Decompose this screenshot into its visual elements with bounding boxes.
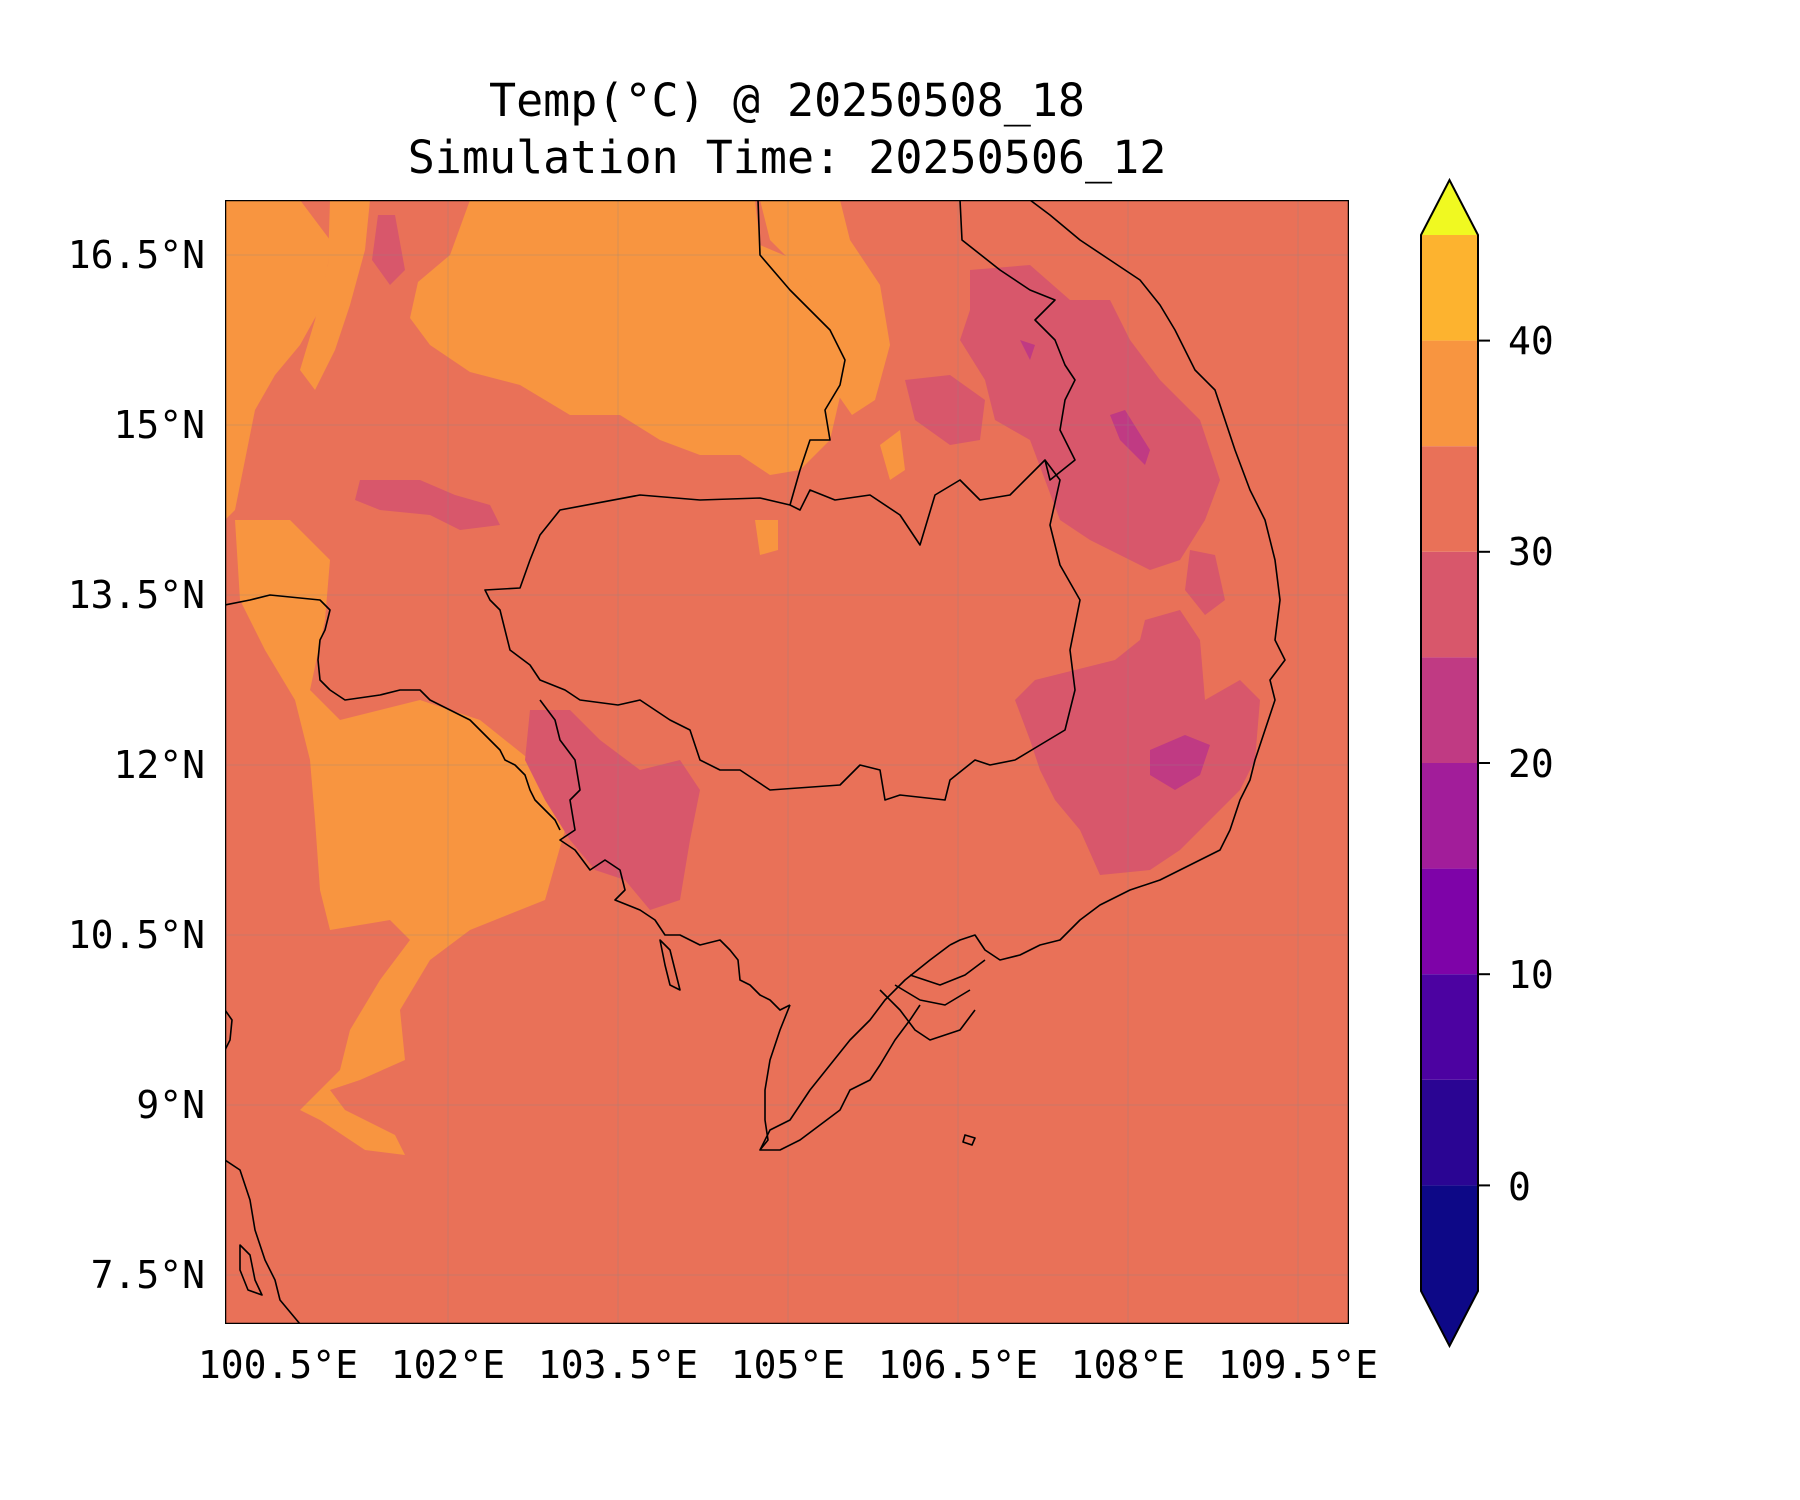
warm-zone-west-streak <box>300 200 370 390</box>
warm-zone-northwest-streak <box>225 200 330 520</box>
colorbar-ticks: 40 30 20 10 0 <box>1508 319 1554 1209</box>
colorbar-extend-min <box>1421 1291 1478 1346</box>
colorbar-segment <box>1421 235 1478 341</box>
x-tick-label: 109.5°E <box>1218 1343 1378 1387</box>
laos-vietnam-border <box>959 200 1076 481</box>
cambodia-border <box>484 459 1081 801</box>
warm-zone-northeast <box>760 200 890 415</box>
coolest-zone-south <box>1150 735 1210 790</box>
colorbar-tick-label: 0 <box>1508 1165 1531 1209</box>
x-tick-label: 106.5°E <box>878 1343 1038 1387</box>
colorbar-segment <box>1421 763 1478 869</box>
x-axis-ticks: 100.5°E 102°E 103.5°E 105°E 106.5°E 108°… <box>198 1343 1378 1387</box>
warm-zone-small-east <box>880 430 905 480</box>
cool-zone-east-small <box>1185 550 1225 615</box>
colorbar-tick-label: 40 <box>1508 319 1554 363</box>
con-dao-island <box>962 1134 976 1146</box>
x-tick-label: 100.5°E <box>198 1343 358 1387</box>
colorbar-segment <box>1421 446 1478 552</box>
y-tick-label: 7.5°N <box>91 1253 205 1297</box>
colorbar-segment <box>1421 1185 1478 1291</box>
vietnam-coast <box>949 200 1286 961</box>
y-axis-ticks: 16.5°N 15°N 13.5°N 12°N 10.5°N 9°N 7.5°N <box>68 233 205 1297</box>
coolest-zone-north <box>1020 340 1035 360</box>
map-plot-area <box>225 200 1349 1324</box>
phu-quoc-island <box>659 939 681 991</box>
coolest-zone-highlands <box>1110 410 1150 465</box>
y-tick-label: 12°N <box>113 743 205 787</box>
colorbar-outline <box>1420 177 1479 1349</box>
colorbar-extend-max <box>1421 180 1478 235</box>
colorbar-segment <box>1421 868 1478 975</box>
thailand-border-west <box>225 594 331 691</box>
cool-zone-central-highlands <box>960 265 1220 570</box>
y-tick-label: 9°N <box>136 1083 205 1127</box>
colorbar-segment <box>1421 657 1478 763</box>
x-tick-label: 105°E <box>731 1343 845 1387</box>
x-tick-label: 103.5°E <box>538 1343 698 1387</box>
gulf-coast-cambodia <box>539 699 791 1011</box>
warm-zone-west-strip <box>235 520 565 1155</box>
colorbar-tick-label: 20 <box>1508 742 1554 786</box>
warm-zone-north <box>410 200 845 475</box>
cool-zone-south-highlands <box>1015 610 1260 875</box>
y-tick-label: 13.5°N <box>68 573 205 617</box>
colorbar-segment <box>1421 974 1478 1080</box>
cool-zone-cardamom <box>525 710 700 910</box>
warm-zone-small-center <box>755 520 778 555</box>
colorbar-segment <box>1421 340 1478 447</box>
colorbar-tick-label: 30 <box>1508 530 1554 574</box>
colorbar-segment <box>1421 1079 1478 1186</box>
cool-zone-far-north <box>372 215 405 285</box>
y-tick-label: 15°N <box>113 403 205 447</box>
x-tick-label: 108°E <box>1071 1343 1185 1387</box>
chart-title-line-1: Temp(°C) @ 20250508_18 <box>488 74 1086 127</box>
x-tick-label: 102°E <box>391 1343 505 1387</box>
cool-zone-north-band <box>355 480 500 530</box>
cool-zone-east-patch <box>905 375 985 445</box>
cambodia-laos-vietnam-border-extra <box>757 200 846 506</box>
thailand-gulf-coast <box>329 689 561 831</box>
map-gridlines <box>225 200 1349 1324</box>
y-tick-label: 16.5°N <box>68 233 205 277</box>
y-tick-label: 10.5°N <box>68 913 205 957</box>
coastlines-and-borders <box>225 200 1286 1324</box>
mekong-delta-islands <box>879 959 986 1041</box>
far-west-coast <box>225 1009 233 1051</box>
colorbar <box>1420 177 1490 1349</box>
colorbar-segment <box>1421 551 1478 658</box>
colorbar-tick-label: 10 <box>1508 953 1554 997</box>
vietnam-west-coast <box>759 1004 791 1151</box>
malay-coast <box>225 1159 301 1324</box>
chart-title-line-2: Simulation Time: 20250506_12 <box>407 131 1167 184</box>
